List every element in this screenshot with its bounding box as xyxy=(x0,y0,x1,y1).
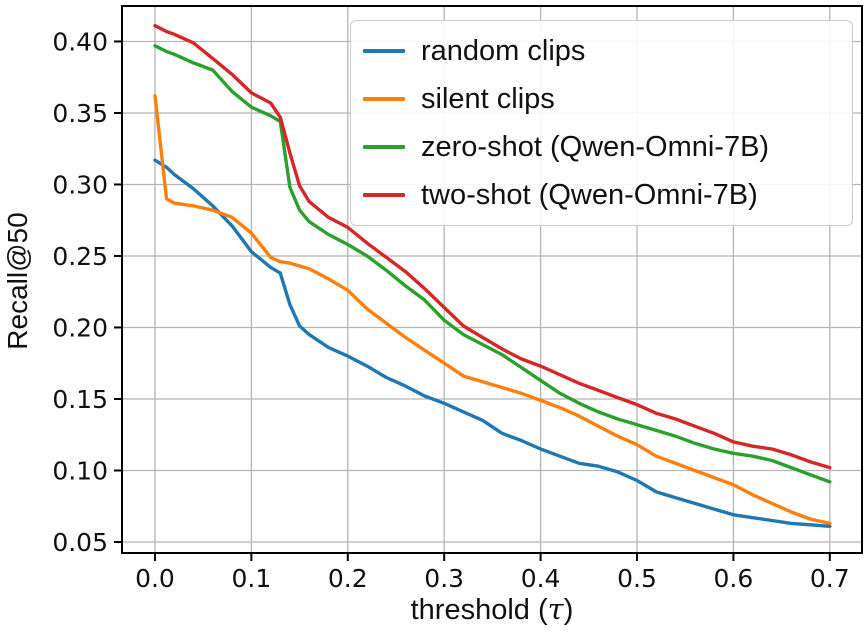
legend-item-two-shot: two-shot (Qwen-Omni-7B) xyxy=(363,171,852,219)
legend-item-zero-shot: zero-shot (Qwen-Omni-7B) xyxy=(363,123,852,171)
x-tick-label: 0.7 xyxy=(810,564,850,593)
x-tick-label: 0.2 xyxy=(328,564,368,593)
y-tick-label: 0.35 xyxy=(52,99,108,128)
legend-item-random-clips: random clips xyxy=(363,27,852,75)
legend-line-swatch xyxy=(363,97,405,101)
y-tick-label: 0.25 xyxy=(52,242,108,271)
series-line xyxy=(153,44,832,484)
plot-border xyxy=(121,5,863,554)
x-tick-label: 0.0 xyxy=(135,564,175,593)
legend-line-swatch xyxy=(363,145,405,149)
legend-label: two-shot (Qwen-Omni-7B) xyxy=(421,178,758,211)
legend-item-silent-clips: silent clips xyxy=(363,75,852,123)
x-tick-label: 0.6 xyxy=(714,564,754,593)
series-line xyxy=(153,158,832,528)
y-tick-label: 0.40 xyxy=(52,27,108,56)
x-tick-label: 0.1 xyxy=(231,564,271,593)
y-tick-label: 0.20 xyxy=(52,313,108,342)
x-tick-label: 0.3 xyxy=(424,564,464,593)
y-tick-label: 0.10 xyxy=(52,456,108,485)
legend-label: zero-shot (Qwen-Omni-7B) xyxy=(421,130,770,163)
legend-label: silent clips xyxy=(421,82,555,115)
legend-line-swatch xyxy=(363,49,405,53)
y-tick-label: 0.30 xyxy=(52,170,108,199)
legend-line-swatch xyxy=(363,193,405,197)
y-tick-label: 0.05 xyxy=(52,528,108,557)
x-tick-label: 0.4 xyxy=(521,564,561,593)
x-tick-label: 0.5 xyxy=(617,564,657,593)
legend-label: random clips xyxy=(421,34,586,67)
series-line xyxy=(153,24,832,470)
y-tick-label: 0.15 xyxy=(52,385,108,414)
y-axis-label: Recall@50 xyxy=(2,212,33,350)
x-axis-label: threshold (τ) xyxy=(410,592,574,626)
series-line xyxy=(153,94,832,526)
legend: random clips silent clips zero-shot (Qwe… xyxy=(350,20,853,226)
